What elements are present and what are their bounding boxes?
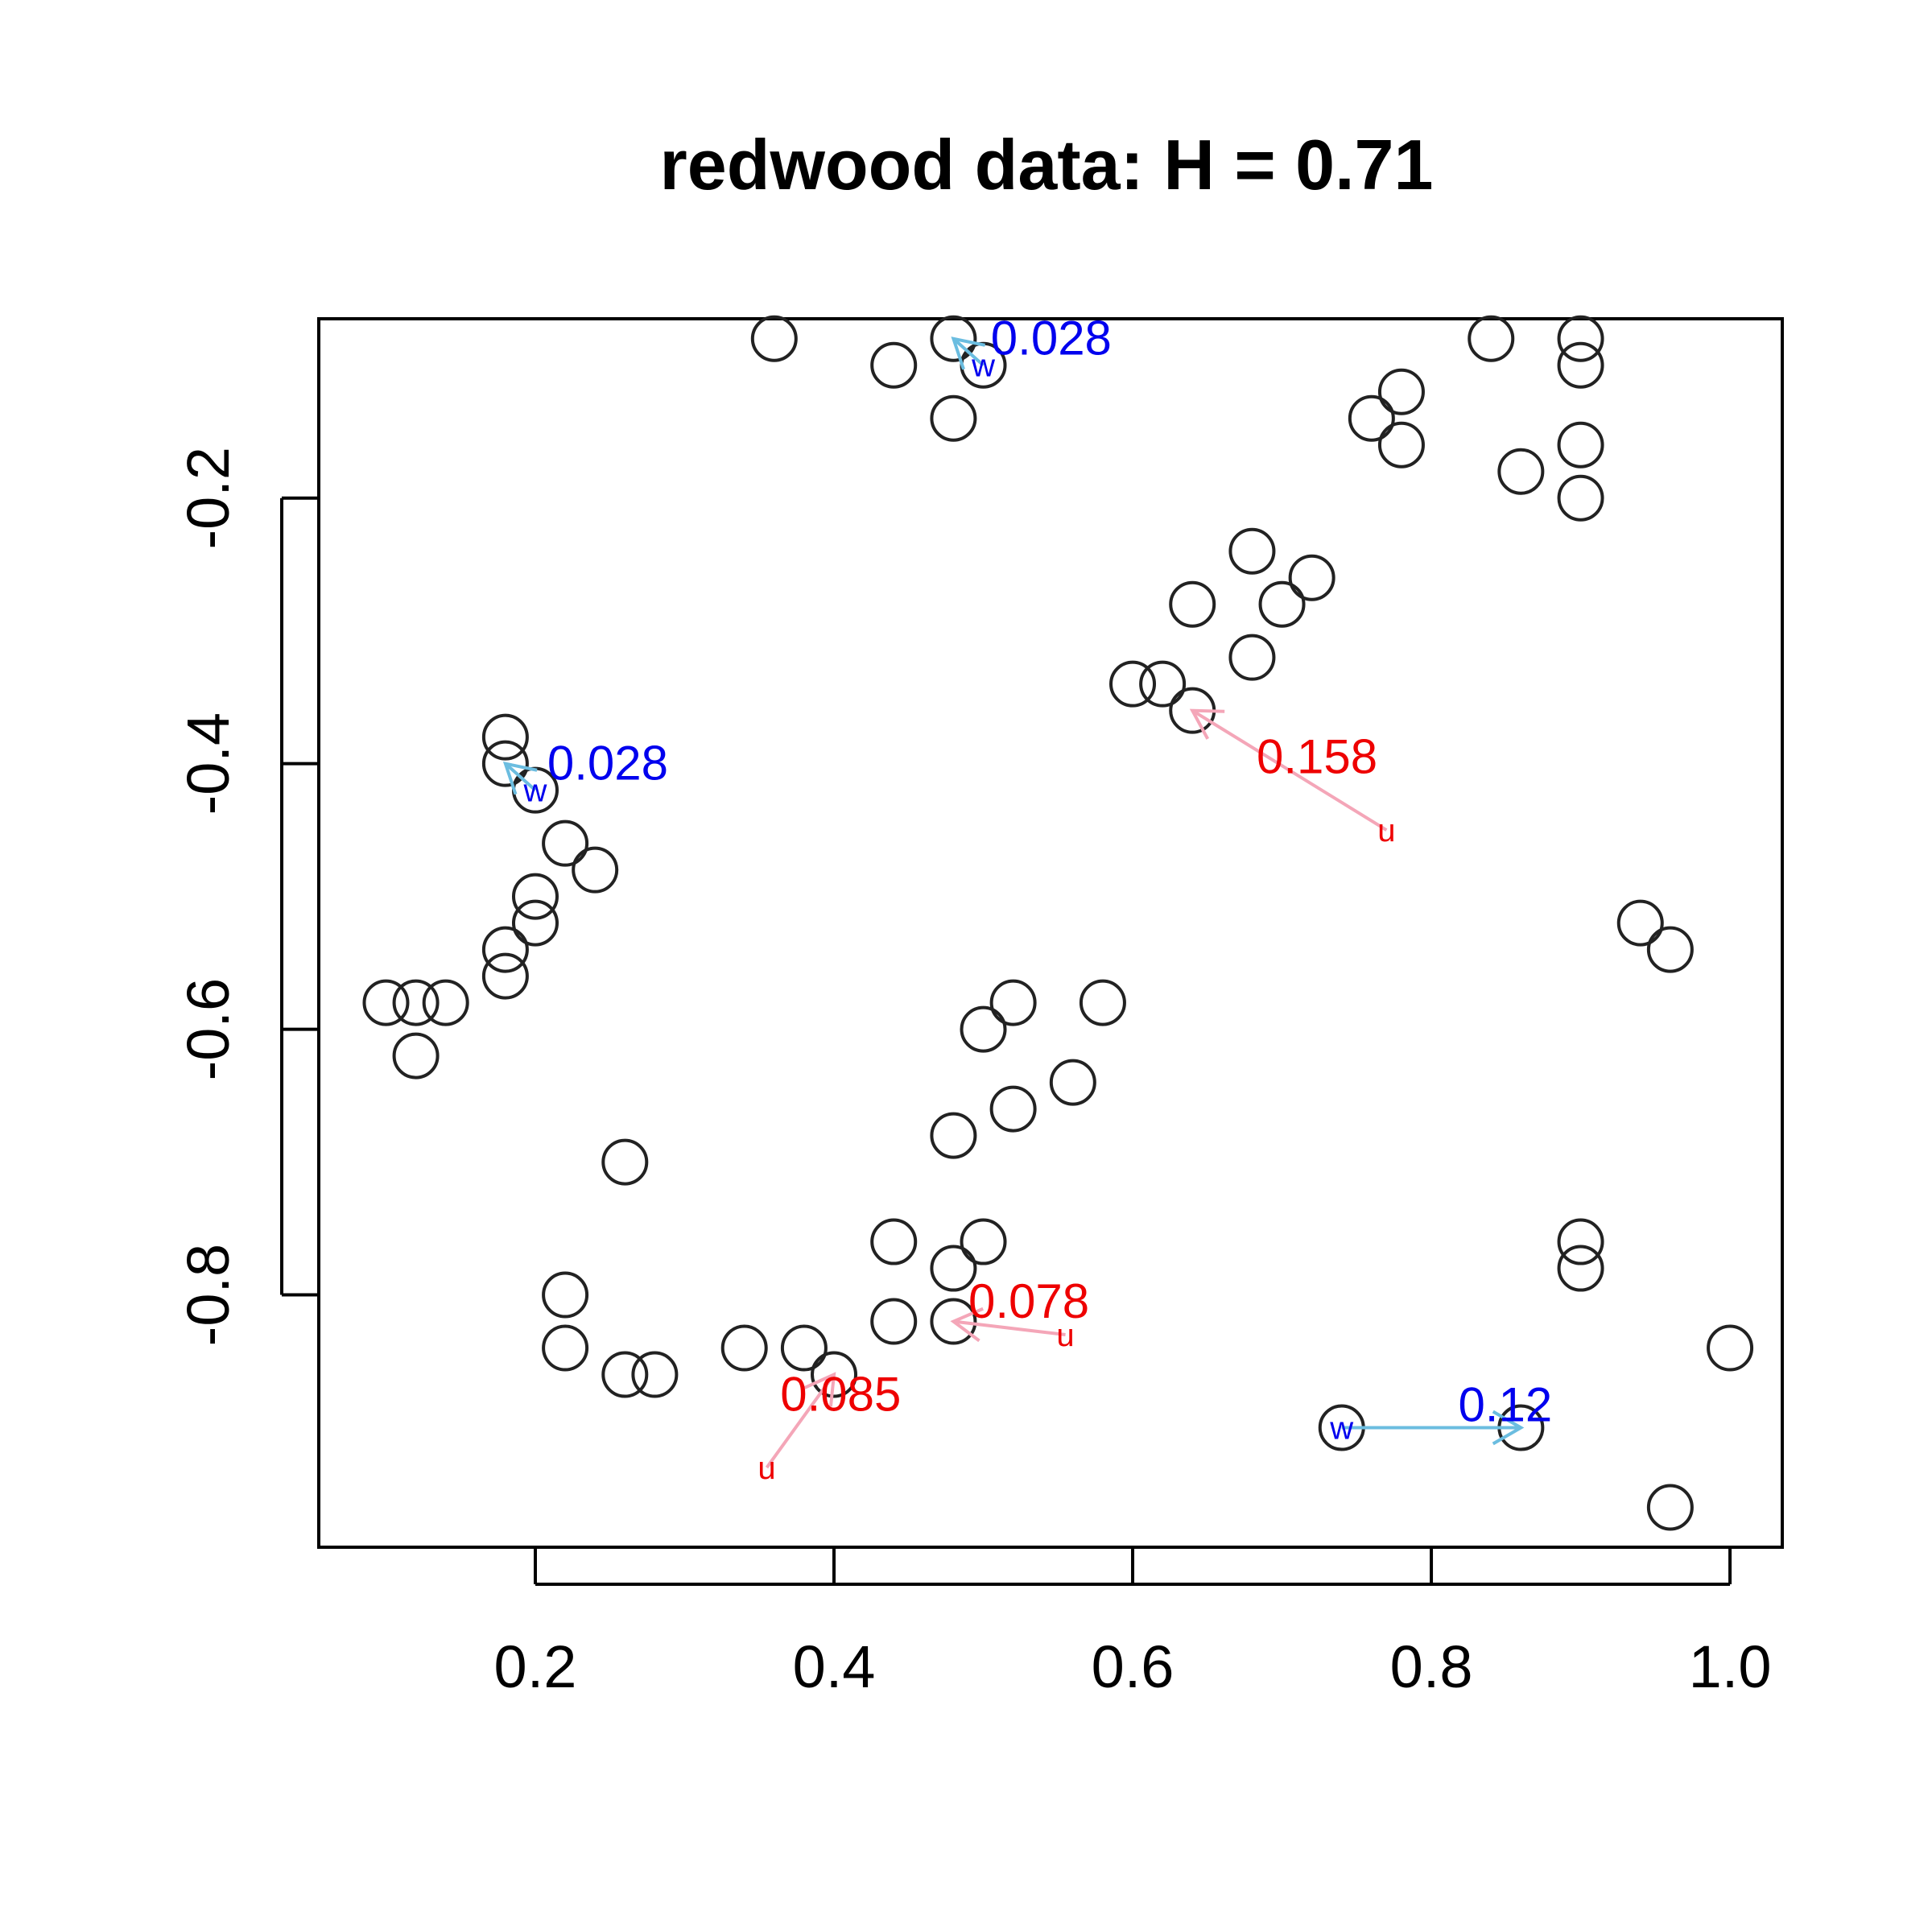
data-point xyxy=(392,979,440,1026)
data-point xyxy=(601,1138,649,1186)
data-point xyxy=(1228,634,1276,681)
data-point xyxy=(1377,421,1425,469)
data-point xyxy=(780,1324,828,1372)
annotation-point-marker: u xyxy=(1377,813,1395,848)
data-point xyxy=(960,1218,1007,1265)
y-tick-label: -0.4 xyxy=(175,712,242,815)
annotation-point-marker: u xyxy=(1056,1318,1074,1353)
annotation-arrow xyxy=(953,1319,1066,1337)
data-point xyxy=(870,1298,918,1345)
annotation-value-label: 0.085 xyxy=(780,1367,901,1421)
annotation-arrowhead xyxy=(803,1372,836,1407)
y-tick-label: -0.2 xyxy=(175,447,242,550)
data-point xyxy=(1557,341,1604,389)
data-point xyxy=(870,1218,918,1265)
annotation-arrow xyxy=(952,337,985,367)
annotation-point-marker: w xyxy=(523,774,547,809)
annotation-value-label: 0.028 xyxy=(547,737,668,791)
data-point xyxy=(1557,1245,1604,1292)
data-point xyxy=(1557,421,1604,469)
annotation-value-label: 0.078 xyxy=(968,1274,1089,1328)
data-point xyxy=(1497,448,1545,495)
data-point xyxy=(930,1112,977,1159)
data-point xyxy=(1348,394,1395,442)
annotation-arrowhead xyxy=(1189,708,1225,740)
data-point xyxy=(481,926,529,973)
chart-title: redwood data: H = 0.71 xyxy=(660,125,1434,204)
x-tick-label: 0.4 xyxy=(793,1633,876,1700)
annotation-point-marker: u xyxy=(758,1451,775,1486)
data-point xyxy=(1557,1218,1604,1265)
annotation-arrow xyxy=(504,762,537,792)
data-point xyxy=(1139,660,1187,708)
x-tick-label: 0.2 xyxy=(494,1633,577,1700)
plot-frame xyxy=(317,317,1784,1549)
data-point xyxy=(1616,899,1664,947)
x-tick-label: 1.0 xyxy=(1689,1633,1772,1700)
annotation-arrow xyxy=(1191,708,1388,832)
data-point xyxy=(930,1298,977,1345)
data-point xyxy=(930,315,977,362)
data-point xyxy=(870,341,918,389)
data-point xyxy=(601,1351,649,1398)
annotation-arrowhead xyxy=(1492,1410,1525,1446)
data-point xyxy=(989,979,1037,1026)
data-point xyxy=(1169,580,1216,628)
x-tick-label: 0.6 xyxy=(1092,1633,1174,1700)
data-point xyxy=(481,952,529,1000)
data-point xyxy=(1646,926,1694,973)
data-point xyxy=(1707,1324,1754,1372)
data-point xyxy=(1079,979,1126,1026)
data-point xyxy=(1258,580,1306,628)
annotation-arrowhead xyxy=(502,762,538,795)
data-point xyxy=(422,979,469,1026)
data-point xyxy=(481,713,529,761)
data-point xyxy=(542,1324,589,1372)
data-point xyxy=(511,873,559,920)
data-point xyxy=(511,899,559,947)
data-point xyxy=(481,740,529,787)
data-point xyxy=(1468,315,1515,362)
data-point xyxy=(1049,1059,1096,1106)
data-point xyxy=(720,1324,768,1372)
data-point xyxy=(631,1351,679,1398)
y-tick-label: -0.8 xyxy=(175,1244,242,1347)
annotation-arrow xyxy=(765,1373,836,1469)
y-tick-label: -0.6 xyxy=(175,978,242,1081)
data-point xyxy=(1557,474,1604,522)
annotation-arrowhead xyxy=(950,1307,984,1343)
data-point xyxy=(362,979,410,1026)
data-point xyxy=(989,1085,1037,1133)
annotation-point-marker: w xyxy=(971,349,995,384)
annotation-value-label: 0.12 xyxy=(1458,1377,1552,1431)
annotation-value-label: 0.028 xyxy=(991,312,1112,365)
annotation-value-label: 0.158 xyxy=(1257,729,1377,783)
data-point xyxy=(930,394,977,442)
data-point xyxy=(572,846,619,894)
data-point xyxy=(1228,527,1276,575)
data-point xyxy=(930,1245,977,1292)
annotation-arrowhead xyxy=(951,336,985,370)
data-point xyxy=(542,1271,589,1319)
data-point xyxy=(1646,1484,1694,1531)
axes: 0.2 0.4 0.6 0.8 1.0 -0.2 -0.4 -0.6 -0.8 xyxy=(175,447,1772,1700)
points xyxy=(362,315,1754,1531)
annotation-point-marker: w xyxy=(1329,1411,1353,1447)
x-tick-label: 0.8 xyxy=(1390,1633,1473,1700)
data-point xyxy=(1109,660,1157,708)
data-point xyxy=(811,1351,858,1398)
data-point xyxy=(1557,315,1604,362)
data-point xyxy=(392,1032,440,1080)
data-point xyxy=(1377,368,1425,415)
data-point xyxy=(750,315,798,362)
data-point xyxy=(1288,554,1335,601)
data-point xyxy=(542,819,589,867)
data-point xyxy=(960,1005,1007,1053)
